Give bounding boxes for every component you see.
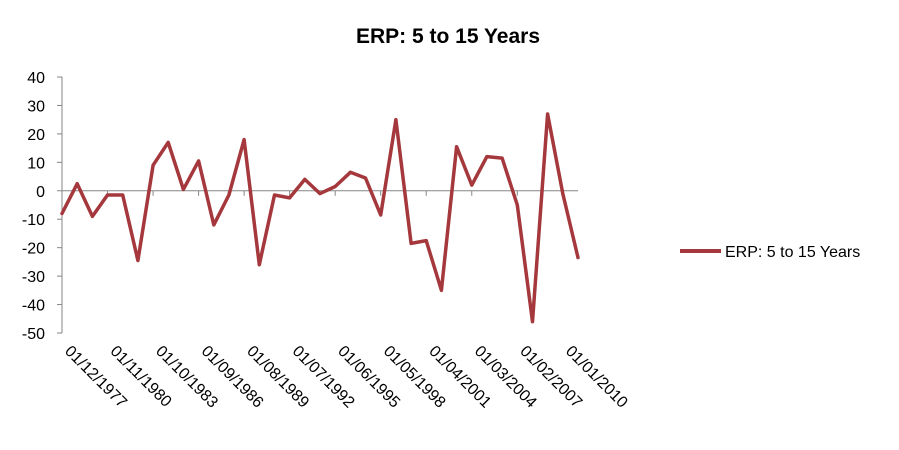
- y-tick-label: 40: [27, 70, 45, 87]
- legend: ERP: 5 to 15 Years: [680, 244, 860, 261]
- y-tick-label: -20: [22, 241, 45, 258]
- data-point: [318, 192, 322, 196]
- y-tick-label: -50: [22, 326, 45, 343]
- data-point: [288, 196, 292, 200]
- data-point: [151, 163, 155, 167]
- y-axis-ticks: 40 30 20 10 0 -10 -20 -30 -40 -50: [22, 70, 62, 343]
- series-layer: [60, 112, 580, 324]
- data-point: [424, 239, 428, 243]
- y-tick-label: 0: [36, 184, 45, 201]
- data-point: [455, 145, 459, 149]
- y-tick-label: -40: [22, 298, 45, 315]
- y-tick-label: 20: [27, 127, 45, 144]
- data-point: [257, 263, 261, 267]
- data-point: [90, 214, 94, 218]
- series-line: [60, 112, 580, 324]
- data-point: [136, 258, 140, 262]
- data-point: [561, 192, 565, 196]
- data-point: [121, 193, 125, 197]
- data-point: [364, 176, 368, 180]
- data-point: [576, 256, 580, 260]
- data-point: [197, 159, 201, 163]
- data-point: [242, 138, 246, 142]
- y-tick-label: 10: [27, 155, 45, 172]
- data-point: [409, 241, 413, 245]
- data-point: [60, 212, 64, 216]
- data-point: [106, 193, 110, 197]
- y-tick-label: -30: [22, 269, 45, 286]
- data-point: [500, 156, 504, 160]
- data-point: [212, 223, 216, 227]
- data-point: [530, 320, 534, 324]
- y-tick-label: -10: [22, 212, 45, 229]
- data-point: [181, 187, 185, 191]
- data-point: [546, 112, 550, 116]
- data-point: [379, 213, 383, 217]
- data-point: [333, 185, 337, 189]
- data-point: [303, 177, 307, 181]
- y-tick-label: 30: [27, 98, 45, 115]
- data-point: [166, 140, 170, 144]
- data-point: [227, 193, 231, 197]
- axes: [61, 77, 578, 333]
- data-point: [75, 182, 79, 186]
- data-point: [485, 155, 489, 159]
- data-point: [272, 193, 276, 197]
- legend-label: ERP: 5 to 15 Years: [725, 244, 860, 261]
- chart-title: ERP: 5 to 15 Years: [356, 25, 540, 48]
- data-point: [348, 170, 352, 174]
- data-point: [394, 118, 398, 122]
- x-axis-ticks: 01/12/197701/11/198001/10/198301/09/1986…: [61, 190, 631, 412]
- data-point: [439, 288, 443, 292]
- data-point: [470, 183, 474, 187]
- data-point: [515, 203, 519, 207]
